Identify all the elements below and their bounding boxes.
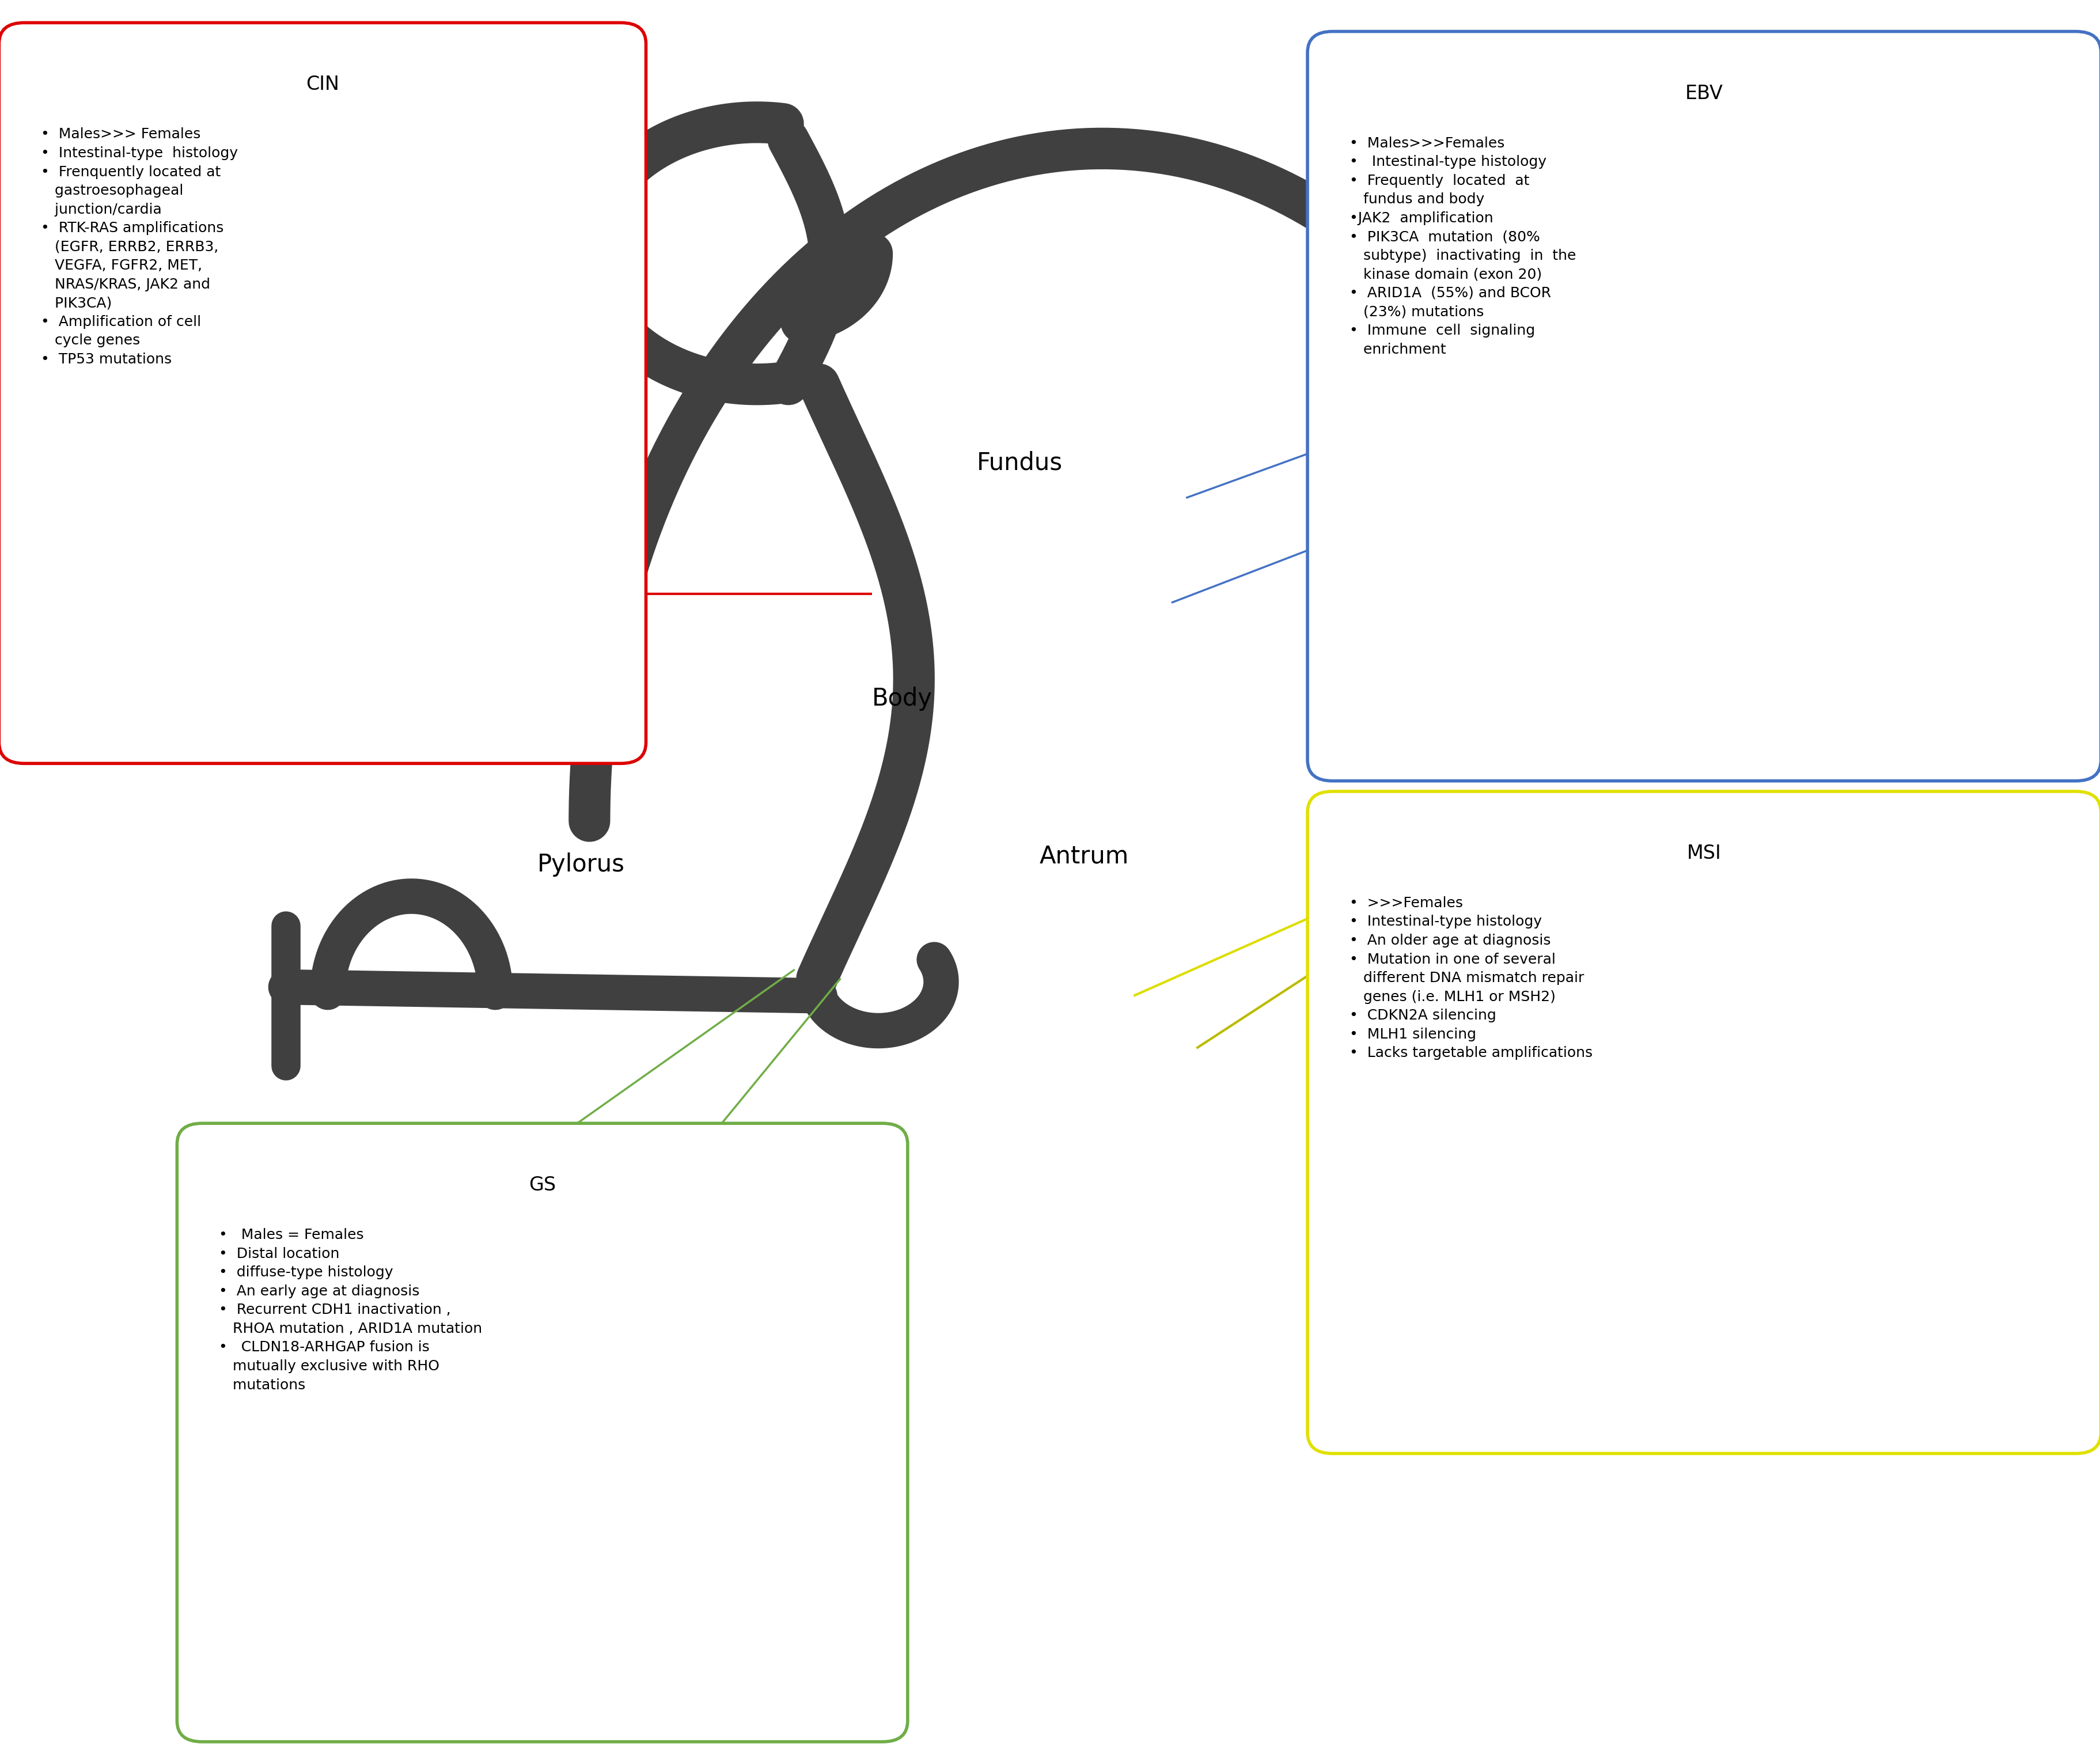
Text: •  Males>>>Females
•   Intestinal-type histology
•  Frequently  located  at
   f: • Males>>>Females • Intestinal-type hist… xyxy=(1350,136,1575,356)
Text: CIN: CIN xyxy=(307,75,340,94)
Text: MSI: MSI xyxy=(1686,844,1722,863)
Text: •   Males = Females
•  Distal location
•  diffuse-type histology
•  An early age: • Males = Females • Distal location • di… xyxy=(218,1228,483,1392)
Text: Pylorus: Pylorus xyxy=(538,853,624,877)
Text: Body: Body xyxy=(872,687,932,711)
Text: GS: GS xyxy=(529,1176,556,1195)
FancyBboxPatch shape xyxy=(1308,31,2100,781)
Text: Antrum: Antrum xyxy=(1040,844,1130,868)
FancyBboxPatch shape xyxy=(0,23,647,763)
Text: EBV: EBV xyxy=(1684,84,1724,103)
Text: Fundus: Fundus xyxy=(977,451,1063,475)
FancyBboxPatch shape xyxy=(1308,791,2100,1454)
FancyBboxPatch shape xyxy=(176,1123,907,1742)
Text: •  >>>Females
•  Intestinal-type histology
•  An older age at diagnosis
•  Mutat: • >>>Females • Intestinal-type histology… xyxy=(1350,896,1592,1060)
Text: •  Males>>> Females
•  Intestinal-type  histology
•  Frenquently located at
   g: • Males>>> Females • Intestinal-type his… xyxy=(40,128,237,367)
